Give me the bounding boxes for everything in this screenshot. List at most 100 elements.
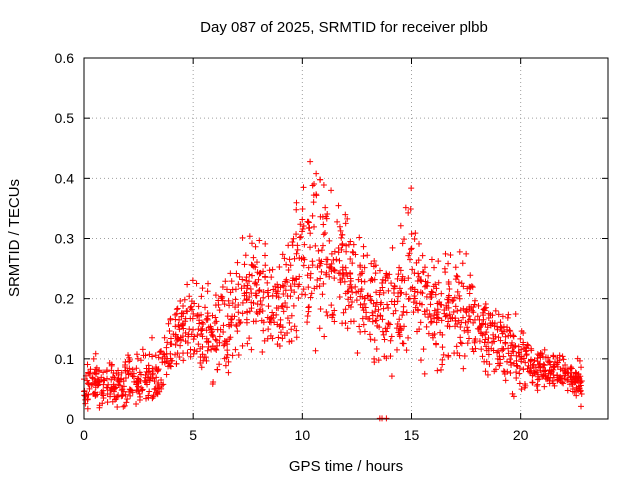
data-point-marker <box>445 260 452 267</box>
data-point-marker <box>232 304 239 311</box>
data-point-marker <box>361 264 368 271</box>
data-point-marker <box>172 311 179 318</box>
data-point-marker <box>396 316 403 323</box>
data-point-marker <box>327 263 334 270</box>
data-point-marker <box>239 276 246 283</box>
data-point-marker <box>349 248 356 255</box>
data-point-marker <box>403 291 410 298</box>
data-point-marker <box>157 348 164 355</box>
data-point-marker <box>172 323 179 330</box>
data-point-marker <box>300 262 307 269</box>
data-point-marker <box>530 361 537 368</box>
data-point-marker <box>358 278 365 285</box>
data-point-marker <box>497 319 504 326</box>
data-point-marker <box>256 270 263 277</box>
data-point-marker <box>184 339 191 346</box>
data-point-marker <box>499 313 506 320</box>
data-point-marker <box>174 336 181 343</box>
data-point-marker <box>428 256 435 263</box>
data-point-marker <box>160 381 167 388</box>
data-point-marker <box>431 330 438 337</box>
data-point-marker <box>158 348 165 355</box>
data-point-marker <box>229 313 236 320</box>
data-point-marker <box>564 366 571 373</box>
data-point-marker <box>326 273 333 280</box>
data-point-marker <box>127 392 134 399</box>
data-point-marker <box>320 231 327 238</box>
data-point-marker <box>316 257 323 264</box>
data-point-marker <box>457 323 464 330</box>
data-point-marker <box>476 316 483 323</box>
data-point-marker <box>139 346 146 353</box>
data-point-marker <box>369 276 376 283</box>
data-point-marker <box>215 301 222 308</box>
data-point-marker <box>406 256 413 263</box>
data-point-marker <box>203 338 210 345</box>
data-point-marker <box>188 303 195 310</box>
data-point-marker <box>290 235 297 242</box>
data-point-marker <box>402 204 409 211</box>
data-point-marker <box>335 202 342 209</box>
data-point-marker <box>191 347 198 354</box>
data-point-marker <box>256 308 263 315</box>
data-point-marker <box>468 283 475 290</box>
data-point-marker <box>455 279 462 286</box>
data-point-marker <box>200 320 207 327</box>
data-point-marker <box>364 252 371 259</box>
data-point-marker <box>317 260 324 267</box>
data-point-marker <box>257 298 264 305</box>
data-point-marker <box>492 366 499 373</box>
data-point-marker <box>121 402 128 409</box>
data-point-marker <box>166 362 173 369</box>
data-point-marker <box>299 206 306 213</box>
data-point-marker <box>253 259 260 266</box>
data-point-marker <box>295 295 302 302</box>
data-point-marker <box>181 296 188 303</box>
data-point-marker <box>536 376 543 383</box>
data-point-marker <box>343 269 350 276</box>
data-point-marker <box>187 304 194 311</box>
data-point-marker <box>368 260 375 267</box>
data-point-marker <box>476 338 483 345</box>
data-point-marker <box>274 288 281 295</box>
data-point-marker <box>542 372 549 379</box>
data-point-marker <box>387 353 394 360</box>
data-point-marker <box>326 264 333 271</box>
data-point-marker <box>214 366 221 373</box>
data-point-marker <box>424 279 431 286</box>
data-point-marker <box>305 284 312 291</box>
data-point-marker <box>133 381 140 388</box>
data-point-marker <box>458 340 465 347</box>
data-point-marker <box>118 393 125 400</box>
data-point-marker <box>574 355 581 362</box>
data-point-marker <box>212 346 219 353</box>
data-point-marker <box>296 281 303 288</box>
data-point-marker <box>474 313 481 320</box>
data-point-marker <box>308 290 315 297</box>
data-point-marker <box>575 387 582 394</box>
data-point-marker <box>379 280 386 287</box>
data-point-marker <box>258 301 265 308</box>
data-point-marker <box>309 182 316 189</box>
data-point-marker <box>477 322 484 329</box>
data-point-marker <box>145 392 152 399</box>
data-point-marker <box>415 307 422 314</box>
data-point-marker <box>133 351 140 358</box>
data-point-marker <box>388 373 395 380</box>
data-point-marker <box>248 261 255 268</box>
data-point-marker <box>399 240 406 247</box>
y-tick-label: 0.6 <box>55 50 75 66</box>
data-point-marker <box>422 311 429 318</box>
data-point-marker <box>576 385 583 392</box>
data-point-marker <box>445 299 452 306</box>
data-point-marker <box>500 345 507 352</box>
data-point-marker <box>201 354 208 361</box>
data-point-marker <box>529 362 536 369</box>
data-point-marker <box>405 209 412 216</box>
data-point-marker <box>546 377 553 384</box>
data-point-marker <box>259 348 266 355</box>
data-point-marker <box>250 299 257 306</box>
data-point-marker <box>445 304 452 311</box>
data-point-marker <box>460 365 467 372</box>
data-point-marker <box>492 307 499 314</box>
